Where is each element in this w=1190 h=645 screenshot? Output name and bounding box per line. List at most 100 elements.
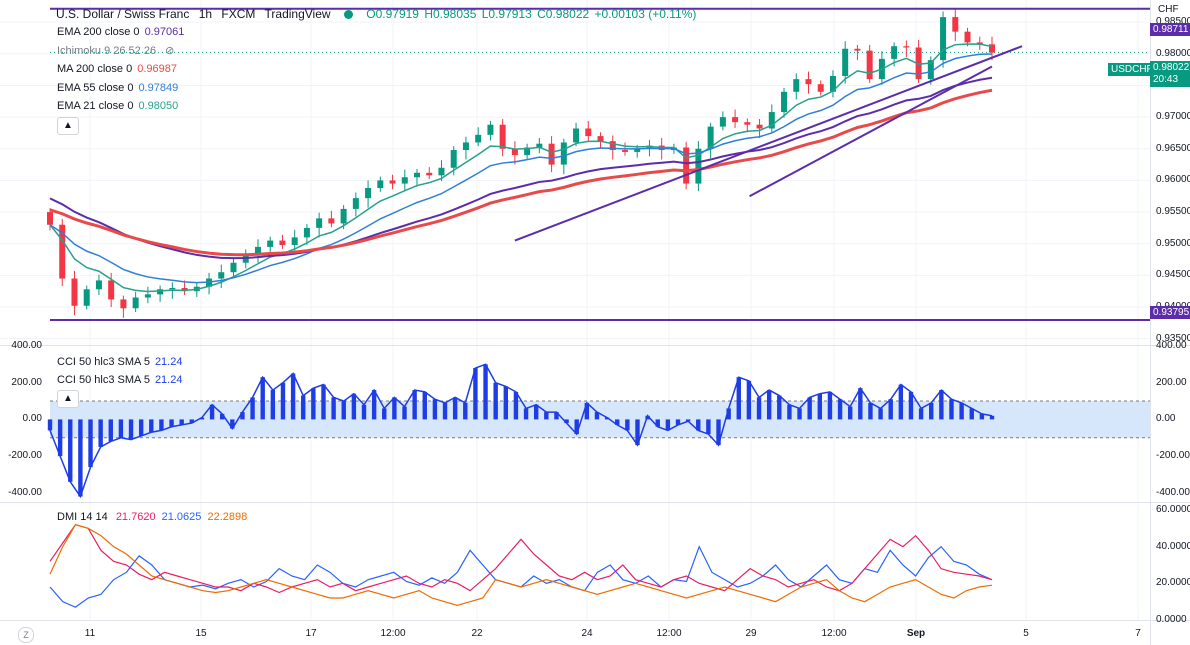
symbol-tag: USDCHF	[1108, 63, 1156, 76]
cci-bar	[918, 408, 924, 420]
interval[interactable]: 1h	[198, 7, 213, 21]
cci-bar	[908, 391, 914, 420]
timezone-button[interactable]: Z	[18, 627, 34, 643]
time-tick-label: Sep	[906, 628, 926, 639]
cci-right-tick: 400.00	[1156, 340, 1187, 351]
candle-body	[573, 128, 580, 143]
legend-label: CCI 50 hlc3 SMA 5	[57, 374, 150, 386]
candle-body	[475, 134, 482, 143]
currency-label: CHF	[1158, 4, 1179, 15]
candle-body	[414, 172, 421, 178]
candle-body	[842, 48, 849, 76]
cci-bar	[250, 397, 255, 420]
cci-bar	[402, 406, 407, 420]
symbol-title[interactable]: U.S. Dollar / Swiss Franc	[56, 7, 190, 21]
legend-ichimoku[interactable]: Ichimoku 9 26 52 26 ⊘	[57, 44, 174, 57]
cci-bar	[533, 404, 539, 420]
pane-separator[interactable]	[0, 502, 1190, 503]
cci-bar	[726, 408, 731, 420]
candle-body	[524, 147, 531, 156]
price-axis-separator	[1150, 0, 1151, 645]
cci-bar	[219, 413, 225, 420]
candle-body	[866, 50, 873, 80]
cci-bar	[230, 419, 235, 429]
ohlc-close: C0.98022	[537, 7, 590, 21]
time-tick-label: 12:00	[380, 628, 406, 639]
cci-bar	[57, 419, 63, 457]
legend-value: 0.97061	[144, 26, 185, 38]
hidden-eye-icon[interactable]: ⊘	[165, 45, 175, 57]
candle-body	[352, 198, 359, 209]
candle-body	[511, 148, 518, 156]
collapse-legend-button[interactable]: ▲	[57, 117, 79, 135]
candle-body	[940, 17, 947, 61]
cci-left-tick: -200.00	[8, 450, 42, 462]
time-tick-label: 12:00	[656, 628, 682, 639]
chevron-up-icon: ▲	[63, 393, 73, 404]
cci-bar	[939, 390, 944, 420]
cci-bar	[716, 419, 721, 446]
time-tick-label: 17	[305, 628, 317, 639]
candle-body	[389, 180, 396, 184]
cci-bar	[270, 390, 276, 420]
cci-bar	[554, 412, 559, 420]
cci-bar	[635, 419, 640, 446]
cci-bar	[392, 397, 397, 420]
cci-bar	[47, 419, 53, 431]
legend-ema55[interactable]: EMA 55 close 0 0.97849	[57, 82, 178, 94]
dmi-tick-label: 60.0000	[1156, 504, 1190, 515]
price-chart[interactable]	[0, 0, 1150, 645]
cci-bar	[706, 419, 711, 435]
dmi-tick-label: 20.0000	[1156, 577, 1190, 589]
legend-cci-b[interactable]: CCI 50 hlc3 SMA 5 21.24	[57, 374, 182, 386]
price-tick-label: 0.97000	[1156, 111, 1190, 123]
cci-bar	[240, 412, 245, 420]
candle-body	[793, 79, 800, 92]
candle-body	[462, 142, 469, 151]
candle-body	[781, 91, 788, 113]
legend-ma200[interactable]: MA 200 close 0 0.96987	[57, 63, 177, 75]
dmi-tick-label: 0.0000	[1156, 614, 1187, 625]
cci-bar	[88, 419, 93, 468]
cci-bar	[321, 384, 326, 420]
ohlc-open: O0.97919	[366, 7, 419, 21]
cci-bar	[655, 419, 660, 427]
candle-body	[585, 128, 592, 137]
cci-left-tick: 400.00	[11, 340, 42, 351]
legend-ema21[interactable]: EMA 21 close 0 0.98050	[57, 100, 178, 112]
cci-bar	[898, 384, 904, 420]
cci-bar	[625, 419, 630, 431]
candle-body	[805, 79, 812, 85]
last-price: 0.98022	[1153, 62, 1190, 73]
candle-body	[230, 262, 237, 273]
cci-bar	[493, 382, 498, 420]
candle-body	[915, 47, 922, 80]
market-status-icon[interactable]	[343, 10, 353, 19]
time-axis-separator	[0, 620, 1190, 621]
price-tick-label: 0.95500	[1156, 206, 1190, 218]
cci-bar	[746, 380, 752, 420]
cci-right-tick: 200.00	[1156, 376, 1187, 388]
legend-ema200[interactable]: EMA 200 close 0 0.97061	[57, 26, 184, 38]
candle-body	[976, 42, 983, 45]
collapse-cci-legend-button[interactable]: ▲	[57, 390, 79, 408]
support-price-tag: 0.93795	[1150, 306, 1190, 319]
cci-bar	[371, 390, 377, 420]
cci-bar	[827, 391, 833, 420]
legend-dmi[interactable]: DMI 14 14 21.7620 21.0625 22.2898	[57, 511, 247, 523]
legend-value: 21.24	[154, 374, 183, 386]
legend-cci-a[interactable]: CCI 50 hlc3 SMA 5 21.24	[57, 356, 182, 368]
candle-body	[169, 288, 176, 290]
candle-body	[303, 227, 310, 238]
candle-body	[597, 136, 604, 142]
cci-bar	[463, 402, 468, 420]
cci-bar	[311, 388, 316, 420]
candle-body	[291, 237, 298, 245]
cci-bar	[442, 402, 448, 420]
legend-value: 0.98050	[138, 100, 179, 112]
time-tick-label: 5	[1023, 628, 1029, 639]
pane-separator[interactable]	[0, 345, 1190, 346]
cci-bar	[78, 419, 83, 497]
time-tick-label: 29	[745, 628, 757, 639]
cci-line	[49, 363, 993, 499]
